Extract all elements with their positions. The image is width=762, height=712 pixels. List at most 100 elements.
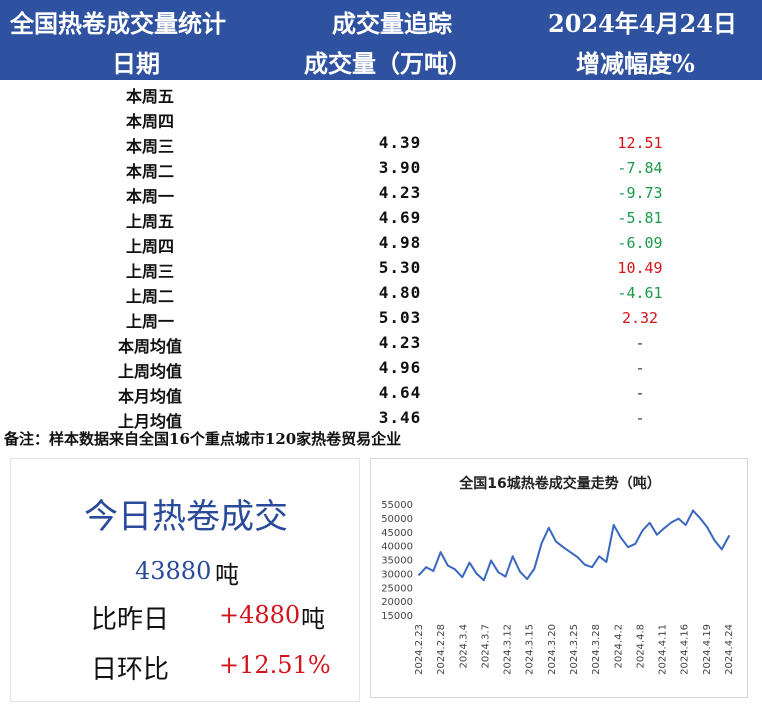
row-volume: 5.03 bbox=[378, 308, 422, 327]
data-point bbox=[482, 579, 485, 582]
row-change: -5.81 bbox=[617, 209, 663, 227]
x-tick-label: 2024.3.28 bbox=[591, 624, 602, 675]
data-point bbox=[713, 539, 716, 542]
data-point bbox=[425, 566, 428, 569]
vs-yesterday-unit: 吨 bbox=[301, 605, 325, 633]
table-row: 上周二 4.80 -4.61 bbox=[0, 280, 762, 306]
x-tick-label: 2024.4.16 bbox=[680, 624, 691, 675]
summary-volume-unit: 吨 bbox=[215, 561, 239, 589]
row-date: 上周五 bbox=[125, 212, 174, 231]
y-tick-label: 50000 bbox=[381, 514, 413, 525]
today-summary-panel: 今日热卷成交 43880 吨 比昨日 +4880 吨 日环比 +12.51% bbox=[10, 458, 360, 702]
table-row: 本周均值 4.23 - bbox=[0, 330, 762, 356]
data-point bbox=[684, 524, 687, 526]
x-tick-label: 2024.4.2 bbox=[613, 624, 624, 669]
trend-line-chart: 15000 20000 25000 30000 35000 40000 45000 50000… bbox=[381, 500, 735, 675]
data-point bbox=[648, 521, 651, 524]
row-change: - bbox=[635, 409, 645, 427]
data-point bbox=[641, 529, 644, 532]
x-tick-label: 2024.3.4 bbox=[458, 624, 469, 669]
row-volume: 4.69 bbox=[378, 208, 422, 227]
data-point bbox=[439, 551, 442, 554]
x-tick-label: 2024.3.15 bbox=[525, 624, 536, 675]
row-change: 12.51 bbox=[617, 134, 663, 152]
table-row: 上周均值 4.96 - bbox=[0, 355, 762, 381]
table-row: 上周四 4.98 -6.09 bbox=[0, 230, 762, 256]
row-date: 上周均值 bbox=[117, 362, 182, 381]
x-tick-label: 2024.4.19 bbox=[702, 624, 713, 675]
row-change: - bbox=[635, 334, 645, 352]
data-point bbox=[475, 572, 478, 575]
data-point bbox=[490, 559, 492, 562]
y-tick-label: 20000 bbox=[381, 597, 413, 608]
data-point bbox=[663, 527, 666, 530]
data-point bbox=[720, 548, 723, 551]
row-change: - bbox=[635, 359, 645, 377]
report-date: 2024年4月24日 bbox=[548, 9, 737, 38]
row-volume: 4.39 bbox=[378, 133, 422, 152]
vs-yesterday-label: 比昨日 bbox=[91, 605, 170, 635]
row-date: 上月均值 bbox=[117, 412, 182, 431]
x-tick-label: 2024.3.25 bbox=[569, 624, 580, 675]
row-volume: 4.80 bbox=[378, 283, 422, 302]
row-date: 本周一 bbox=[125, 187, 174, 206]
data-point bbox=[526, 578, 529, 580]
row-date: 本月均值 bbox=[117, 387, 182, 406]
data-point bbox=[540, 542, 543, 545]
row-change: 2.32 bbox=[621, 309, 659, 327]
row-date: 上周四 bbox=[125, 237, 174, 256]
data-point bbox=[547, 526, 550, 529]
trend-chart-panel: 15000 20000 25000 30000 35000 40000 45000 50000… bbox=[370, 458, 748, 698]
x-tick-label: 2024.3.12 bbox=[503, 624, 514, 675]
row-volume: 4.96 bbox=[378, 358, 422, 377]
table-row: 本周一 4.23 -9.73 bbox=[0, 180, 762, 206]
summary-volume: 43880 bbox=[135, 557, 212, 585]
data-point bbox=[519, 570, 521, 573]
x-tick-label: 2024.4.11 bbox=[658, 624, 669, 675]
data-point bbox=[706, 526, 709, 529]
data-point bbox=[627, 546, 629, 549]
summary-title: 今日热卷成交 bbox=[84, 497, 288, 537]
row-change: 10.49 bbox=[617, 259, 663, 277]
table-row: 本月均值 4.64 - bbox=[0, 380, 762, 406]
data-point bbox=[562, 546, 565, 549]
data-point bbox=[461, 576, 464, 579]
table-row: 上月均值 3.46 - bbox=[0, 405, 762, 431]
data-point bbox=[670, 521, 673, 524]
data-point bbox=[728, 534, 730, 537]
data-point bbox=[605, 560, 608, 563]
row-volume: 3.90 bbox=[378, 158, 422, 177]
column-header-change: 增减幅度% bbox=[576, 49, 695, 78]
x-tick-label: 2024.4.24 bbox=[724, 624, 735, 675]
data-point bbox=[612, 524, 615, 526]
column-header-date: 日期 bbox=[112, 49, 160, 78]
data-point bbox=[555, 540, 557, 543]
y-tick-label: 25000 bbox=[381, 583, 413, 594]
x-tick-label: 2024.2.28 bbox=[436, 624, 447, 675]
table-row: 上周五 4.69 -5.81 bbox=[0, 205, 762, 231]
y-tick-label: 45000 bbox=[381, 528, 413, 539]
row-volume: 5.30 bbox=[378, 258, 422, 277]
footnote: 备注：样本数据来自全国16个重点城市120家热卷贸易企业 bbox=[4, 430, 402, 448]
y-tick-label: 35000 bbox=[381, 556, 413, 567]
day-over-day-label: 日环比 bbox=[91, 655, 170, 685]
data-point bbox=[583, 563, 586, 566]
x-tick-label: 2024.3.7 bbox=[480, 624, 491, 669]
row-change: -7.84 bbox=[617, 159, 663, 177]
data-point bbox=[432, 570, 435, 572]
y-tick-label: 40000 bbox=[381, 542, 413, 553]
x-tick-label: 2024.3.20 bbox=[547, 624, 558, 675]
row-change: -6.09 bbox=[617, 234, 663, 252]
data-point bbox=[533, 567, 536, 570]
tracking-title: 成交量追踪 bbox=[332, 9, 452, 38]
series-line bbox=[418, 509, 730, 582]
data-point bbox=[418, 574, 420, 576]
data-point bbox=[511, 555, 514, 558]
row-date: 上周一 bbox=[125, 312, 174, 331]
data-point bbox=[504, 575, 507, 578]
table-row: 上周一 5.03 2.32 bbox=[0, 305, 762, 331]
data-point bbox=[497, 571, 500, 574]
x-tick-label: 2024.2.23 bbox=[414, 624, 425, 675]
row-change: -9.73 bbox=[617, 184, 663, 202]
data-point bbox=[454, 568, 456, 571]
